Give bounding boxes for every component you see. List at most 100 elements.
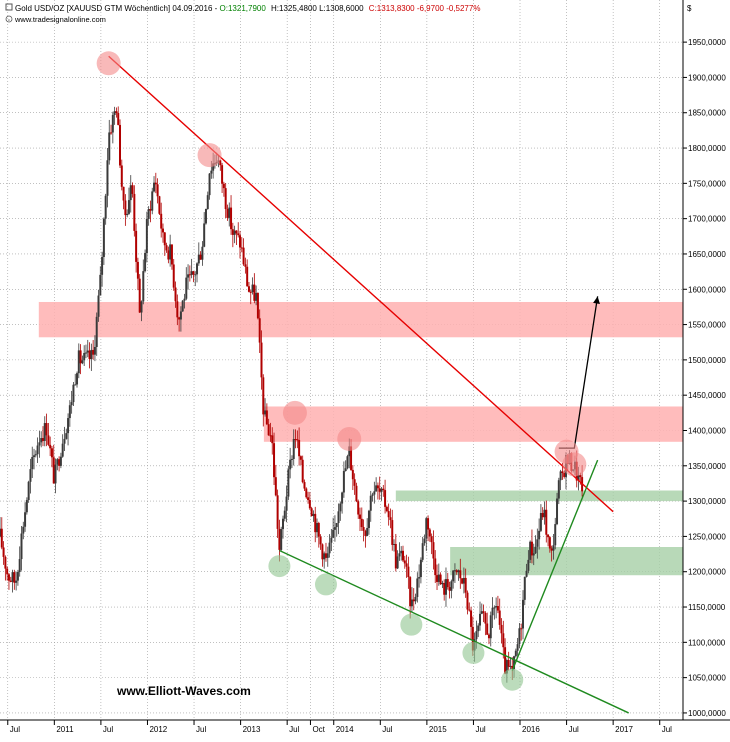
candle-body [145,218,148,253]
candle-body [371,494,374,496]
header-close-change: C:1313,8300 -6,9700 -0,5277% [369,4,481,13]
square-icon [5,3,13,11]
currency-label: $ [687,4,692,13]
candle-body [303,482,306,489]
candle-body [307,497,310,501]
candle-body [423,538,426,544]
candle-body [83,352,86,361]
candle-body [548,537,551,549]
x-tick-label: 2017 [615,725,633,734]
candle-body [290,458,293,460]
x-tick-label: Jul [569,725,579,734]
candle-body [185,277,188,299]
y-tick-label: 1900,0000 [688,73,726,82]
candle-body [373,491,376,495]
candle-body [487,634,490,639]
y-tick-label: 1000,0000 [688,709,726,718]
candle-body [0,528,1,537]
candle-body [4,556,7,569]
candle-body [389,517,392,521]
candle-body [167,250,170,260]
candle-body [498,610,501,625]
candle-body [255,292,258,301]
candle-body [110,132,113,134]
candle-body [514,650,517,657]
candle-body [339,503,342,512]
candle-body [547,534,550,538]
candle-body [52,457,55,484]
candle-body [68,405,71,419]
candle-body [151,191,154,211]
y-tick-label: 1650,0000 [688,250,726,259]
pivot-low-marker [400,613,423,636]
candle-body [201,246,204,260]
candle-body [88,350,91,360]
candle-body [453,570,456,572]
candle-body [405,563,408,567]
y-tick-label: 1500,0000 [688,356,726,365]
candle-body [102,218,105,257]
x-tick-label: 2016 [522,725,540,734]
candle-body [149,209,152,211]
x-tick-label: Jul [103,725,113,734]
candle-body [174,287,177,302]
candle-body [461,578,464,584]
candle-body [382,488,385,491]
candle-body [350,446,353,470]
support-trendline [279,549,629,714]
y-tick-label: 1550,0000 [688,321,726,330]
candle-body [131,185,134,194]
candle-body [493,607,496,609]
candle-body [462,577,465,584]
candle-body [495,606,498,608]
candle-body [545,509,548,535]
candle-body [212,163,215,171]
candle-body [67,418,70,434]
uptrend-trendline [511,459,599,671]
candle-body [434,558,437,576]
x-tick-label: Jul [289,725,299,734]
candle-body [376,485,379,489]
candle-body [366,527,369,536]
candle-body [459,570,462,579]
candle-body [335,523,338,528]
candle-body [466,592,469,610]
candle-body [391,520,394,545]
candle-body [249,291,252,293]
candle-body [203,223,206,247]
candle-body [13,572,16,583]
candle-body [482,611,485,613]
candle-body [538,530,541,540]
candle-body [126,213,129,216]
candle-body [79,350,82,364]
candle-body [384,490,387,507]
candle-body [421,543,424,560]
candle-body [314,513,317,533]
candle-body [239,235,242,248]
candle-body [521,599,524,629]
candle-body [194,274,197,276]
candle-body [208,173,211,196]
candle-body [224,188,227,210]
candle-body [273,443,276,478]
candle-body [120,165,123,187]
candle-body [269,435,272,437]
candle-body [450,581,453,591]
candle-body [129,185,132,201]
candle-body [285,496,288,511]
candle-body [101,256,104,275]
candle-body [253,284,256,301]
copyright-glyph: c [8,17,10,22]
trendlines [108,55,629,714]
candle-body [554,524,557,546]
support-zone [450,547,683,576]
candle-body [172,264,175,288]
candle-body [119,124,122,166]
y-tick-label: 1250,0000 [688,532,726,541]
candle-body [31,456,34,470]
candle-body [513,656,516,669]
candle-body [323,553,326,560]
candle-body [169,244,172,260]
header-title: Gold USD/OZ [XAUUSD GTM Wöchentlich] 04.… [15,4,218,13]
candle-body [56,459,59,465]
